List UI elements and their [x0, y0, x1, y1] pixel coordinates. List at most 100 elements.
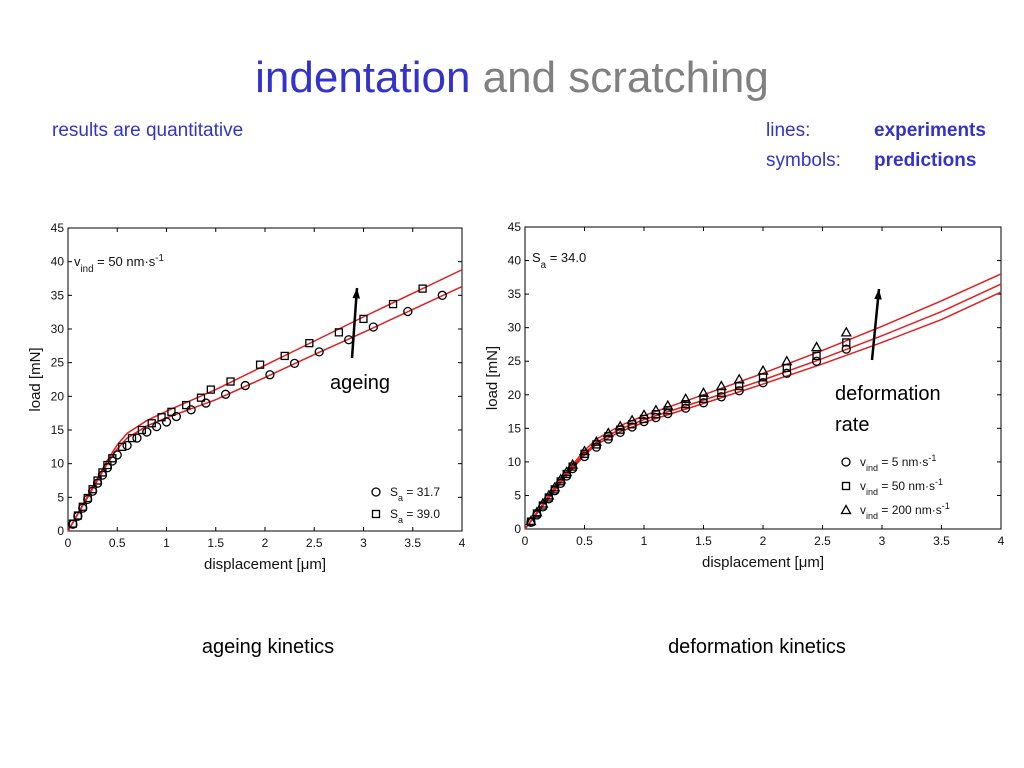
legend-label: vind = 50 nm·s-1 — [860, 477, 943, 497]
prediction-point — [388, 299, 398, 309]
y-tick-label: 15 — [51, 423, 65, 437]
prediction-point — [78, 502, 87, 511]
prediction-point — [840, 326, 852, 337]
y-tick-label: 40 — [51, 255, 65, 269]
key-meaning: predictions — [874, 150, 976, 171]
prediction-point — [810, 341, 823, 352]
y-axis-label: load [mN] — [27, 347, 44, 411]
prediction-point — [68, 519, 78, 528]
prediction-point — [171, 411, 182, 422]
prediction-point — [578, 445, 591, 456]
y-tick-label: 10 — [51, 457, 65, 471]
prediction-point — [555, 473, 567, 484]
x-tick-label: 1.5 — [695, 534, 712, 548]
prediction-point — [142, 427, 152, 437]
experiment-line — [67, 285, 463, 532]
prediction-point — [437, 290, 447, 300]
prediction-point — [334, 328, 344, 337]
prediction-point — [255, 360, 265, 369]
prediction-point — [602, 427, 614, 438]
prediction-point — [811, 356, 822, 366]
y-tick-label: 20 — [508, 388, 522, 402]
legend-label-part: ind — [866, 511, 878, 521]
inset-label-part: -1 — [155, 253, 164, 264]
inset-label-part: v — [74, 254, 81, 269]
prediction-point — [543, 489, 555, 500]
prediction-point — [122, 440, 132, 451]
y-tick-label: 35 — [51, 288, 65, 302]
title-main: indentation — [255, 53, 470, 102]
x-tick-label: 0 — [522, 534, 529, 548]
inset-label-part: = 50 nm·s — [94, 254, 156, 269]
prediction-point — [201, 398, 211, 408]
legend-label-part: = 50 nm·s — [878, 479, 935, 493]
legend-label-part: -1 — [928, 453, 936, 463]
caption: deformation kinetics — [668, 636, 846, 658]
x-tick-label: 3.5 — [933, 534, 950, 548]
x-tick-label: 1 — [641, 534, 648, 548]
prediction-point — [537, 497, 549, 508]
experiment-line — [67, 269, 463, 532]
x-tick-label: 3.5 — [404, 536, 421, 550]
x-tick-label: 0.5 — [109, 536, 126, 550]
plot-frame — [524, 226, 1002, 530]
prediction-point — [733, 373, 745, 384]
prediction-point — [118, 442, 127, 451]
y-tick-label: 15 — [508, 421, 522, 435]
prediction-point — [663, 406, 672, 415]
x-tick-label: 2 — [262, 536, 269, 550]
prediction-point — [566, 458, 579, 469]
prediction-point — [103, 460, 112, 470]
prediction-point — [186, 405, 196, 415]
arrow-head — [874, 289, 882, 300]
legend-label-part: = 31.7 — [403, 485, 440, 499]
prediction-point — [549, 481, 561, 492]
legend-symbol — [841, 481, 851, 491]
plot-frame — [67, 227, 463, 532]
inset-label: vind = 50 nm·s-1 — [74, 253, 164, 275]
key-meaning: experiments — [874, 120, 986, 141]
prediction-point — [626, 414, 638, 425]
prediction-point — [167, 407, 176, 416]
legend-label-part: -1 — [935, 477, 943, 487]
y-tick-label: 35 — [508, 287, 522, 301]
key-label: symbols: — [766, 150, 841, 171]
x-tick-label: 4 — [459, 536, 466, 550]
y-tick-label: 10 — [508, 455, 522, 469]
legend-label-part: ind — [866, 463, 878, 473]
x-axis-label: displacement [μm] — [702, 554, 824, 571]
prediction-point — [240, 380, 250, 391]
arrow-shaft — [870, 288, 881, 361]
legend-symbol — [371, 487, 381, 497]
prediction-point — [147, 419, 156, 428]
prediction-point — [93, 476, 102, 485]
x-tick-label: 1 — [163, 536, 170, 550]
prediction-point — [758, 378, 768, 388]
prediction-point — [734, 386, 744, 396]
inset-label-part: a — [541, 260, 547, 271]
x-tick-label: 2.5 — [306, 536, 323, 550]
prediction-point — [83, 493, 92, 503]
prediction-point — [73, 511, 82, 520]
prediction-point — [359, 314, 368, 324]
prediction-point — [289, 358, 300, 368]
legend-label: Sa = 31.7 — [390, 485, 440, 503]
prediction-point — [265, 370, 275, 380]
prediction-point — [206, 385, 215, 394]
prediction-point — [280, 351, 289, 361]
prediction-point — [841, 344, 851, 354]
prediction-point — [590, 435, 603, 446]
y-tick-label: 45 — [508, 220, 522, 234]
prediction-point — [403, 306, 413, 317]
inset-label-part: = 34.0 — [546, 250, 586, 265]
prediction-point — [196, 393, 206, 402]
prediction-point — [650, 404, 662, 415]
x-tick-label: 0 — [65, 536, 72, 550]
x-tick-label: 2.5 — [814, 534, 831, 548]
title-rest: and scratching — [483, 53, 769, 102]
prediction-point — [757, 364, 769, 375]
inset-label-part: S — [532, 250, 541, 265]
legend-label-part: = 39.0 — [403, 507, 440, 521]
arrow-shaft — [350, 287, 359, 359]
